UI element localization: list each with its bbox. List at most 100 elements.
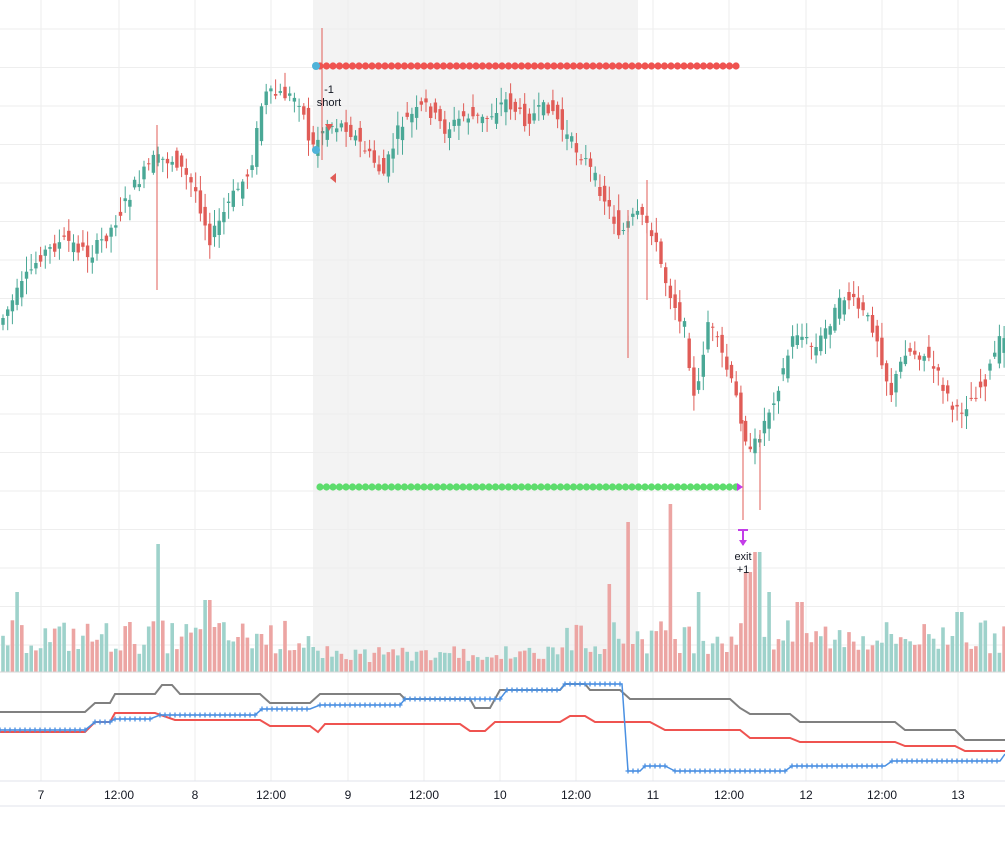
target-level-dot bbox=[446, 483, 454, 491]
candle-body bbox=[997, 336, 1002, 364]
volume-bar bbox=[522, 650, 527, 672]
volume-bar bbox=[541, 658, 546, 672]
indicator-plus-marker bbox=[534, 687, 540, 693]
volume-bar bbox=[151, 621, 156, 672]
indicator-plus-marker bbox=[789, 763, 795, 769]
candle-body bbox=[391, 148, 395, 159]
volume-bar bbox=[508, 658, 513, 672]
candle-body bbox=[457, 118, 461, 126]
volume-bar bbox=[34, 650, 38, 672]
volume-bar bbox=[240, 623, 245, 672]
candle-body bbox=[147, 163, 151, 165]
volume-bar bbox=[913, 644, 917, 672]
volume-bar bbox=[504, 646, 508, 672]
indicator-plus-marker bbox=[964, 758, 970, 764]
volume-bar bbox=[673, 639, 677, 672]
indicator-plus-marker bbox=[212, 712, 218, 718]
volume-bar bbox=[762, 636, 767, 672]
indicator-plus-marker bbox=[687, 768, 693, 774]
candle-body bbox=[527, 113, 532, 124]
target-level-dot bbox=[368, 483, 376, 491]
candle-body bbox=[678, 302, 682, 322]
indicator-plus-marker bbox=[635, 768, 641, 774]
volume-bar bbox=[1, 635, 5, 672]
candle-body bbox=[870, 315, 875, 333]
volume-bar bbox=[861, 636, 865, 672]
volume-bar bbox=[146, 626, 151, 672]
indicator-plus-marker bbox=[437, 696, 443, 702]
stop-level-dot bbox=[589, 62, 597, 70]
target-level-dot bbox=[530, 483, 539, 491]
indicator-plus-marker bbox=[514, 687, 520, 693]
entry-marker-top bbox=[312, 62, 320, 70]
indicator-plus-marker bbox=[824, 763, 830, 769]
indicator-plus-marker bbox=[367, 702, 373, 708]
volume-bar bbox=[908, 641, 912, 672]
target-level-dot bbox=[316, 483, 324, 491]
indicator-plus-marker bbox=[284, 706, 290, 712]
stop-level-dot bbox=[524, 62, 532, 70]
target-level-dot bbox=[706, 483, 714, 491]
stop-level-dot bbox=[491, 62, 500, 70]
candle-body bbox=[743, 420, 748, 442]
stop-level-dot bbox=[335, 62, 344, 70]
volume-bar bbox=[635, 631, 640, 672]
indicator-plus-marker bbox=[549, 687, 555, 693]
volume-bar bbox=[696, 592, 701, 672]
target-level-dot bbox=[693, 483, 701, 491]
indicator-plus-marker bbox=[819, 763, 825, 769]
candle-body bbox=[518, 107, 522, 109]
indicator-plus-marker bbox=[642, 763, 648, 769]
volume-bar bbox=[179, 636, 184, 672]
target-level-dot bbox=[400, 483, 409, 491]
exit-price-arrow-icon bbox=[737, 483, 743, 491]
volume-bar bbox=[62, 622, 66, 672]
volume-bar bbox=[20, 625, 24, 672]
indicator-plus-marker bbox=[732, 768, 738, 774]
candlesticks[interactable] bbox=[1, 28, 1005, 520]
target-level-dot bbox=[595, 483, 604, 491]
candle-body bbox=[325, 126, 329, 140]
volume-bar bbox=[461, 648, 466, 672]
stop-level-dot bbox=[660, 62, 669, 70]
candle-body bbox=[673, 294, 677, 308]
candle-body bbox=[612, 216, 616, 224]
volume-bar bbox=[363, 649, 367, 672]
candle-body bbox=[729, 364, 734, 379]
volume-bar bbox=[48, 642, 52, 672]
indicator-plus-marker bbox=[447, 696, 453, 702]
time-axis-tick-label: 7 bbox=[38, 788, 45, 802]
target-level-dot bbox=[660, 483, 669, 491]
volume-bar bbox=[701, 640, 706, 672]
time-axis: 7 12:00 8 12:00 9 12:00 10 12:00 11 12:00 12 12:00 1… bbox=[38, 788, 965, 802]
candle-body bbox=[43, 249, 47, 256]
volume-bar bbox=[927, 634, 931, 672]
volume-bar bbox=[776, 639, 781, 672]
indicator-plus-marker bbox=[52, 727, 58, 733]
time-axis-tick-label: 10 bbox=[493, 788, 507, 802]
time-axis-tick-label: 12:00 bbox=[714, 788, 744, 802]
volume-bar bbox=[273, 653, 278, 672]
indicator-plus-marker bbox=[197, 712, 203, 718]
indicator-plus-marker bbox=[7, 727, 13, 733]
exit-label: exit bbox=[734, 551, 751, 563]
volume-bar bbox=[499, 658, 503, 672]
target-level-dot bbox=[582, 483, 591, 491]
entry-marker-bottom bbox=[312, 146, 320, 154]
volume-bar bbox=[960, 612, 964, 672]
volume-bar bbox=[184, 624, 189, 672]
candle-body bbox=[161, 158, 165, 160]
stop-level-dot bbox=[628, 62, 636, 70]
indicator-plus-marker bbox=[17, 727, 23, 733]
candle-body bbox=[386, 154, 391, 177]
time-axis-tick-label: 12:00 bbox=[409, 788, 439, 802]
indicator-plus-marker bbox=[597, 681, 603, 687]
stop-level-dot bbox=[361, 62, 370, 70]
volume-bar bbox=[325, 646, 330, 672]
volume-bar bbox=[706, 653, 710, 672]
stop-level-dot bbox=[368, 62, 376, 70]
volume-bar bbox=[85, 623, 90, 672]
candle-body bbox=[198, 190, 203, 214]
target-level-dot bbox=[621, 483, 630, 491]
